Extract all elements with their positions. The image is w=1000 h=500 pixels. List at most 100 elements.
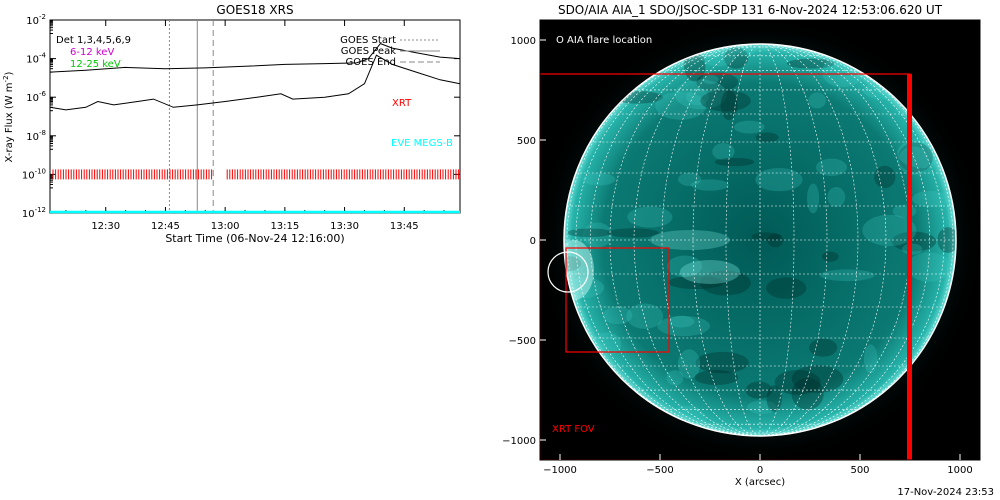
goes-y-tick-exponent: -6	[39, 90, 47, 98]
dark-region	[874, 165, 896, 189]
bright-region	[678, 172, 702, 186]
goes-x-tick-label: 12:30	[91, 221, 120, 232]
aia-y-tick-label: −1000	[502, 436, 536, 447]
goes-x-axis-label: Start Time (06-Nov-24 12:16:00)	[165, 232, 344, 245]
dark-region	[694, 370, 739, 386]
dark-region	[714, 157, 755, 167]
energy-band-2-label: 12-25 keV	[70, 59, 121, 70]
dark-region	[724, 47, 749, 69]
bright-region	[582, 222, 613, 248]
dark-region	[695, 351, 749, 374]
grid-longitude-line	[575, 44, 761, 436]
energy-band-1-label: 6-12 keV	[70, 47, 114, 58]
grid-longitude-line	[609, 44, 761, 436]
bright-region	[863, 344, 878, 374]
bright-region	[819, 269, 875, 282]
bright-region	[655, 91, 707, 120]
grid-longitude-line	[725, 44, 761, 436]
flare-location-marker	[547, 251, 589, 293]
bright-region	[627, 206, 673, 228]
grid-longitude-line	[692, 44, 761, 436]
bright-region	[690, 179, 729, 191]
solar-disk-texture	[564, 44, 956, 435]
aia-y-tick-label: −500	[509, 336, 536, 347]
bright-region	[667, 315, 695, 328]
bright-region	[666, 370, 684, 386]
solar-limb	[563, 43, 957, 437]
aia-y-tick-label: 0	[530, 236, 536, 247]
dark-region	[755, 132, 779, 143]
dark-region	[700, 89, 751, 112]
grid-longitude-line	[633, 44, 761, 436]
grid-longitude-line	[566, 44, 761, 436]
bright-region	[911, 190, 950, 208]
aia-x-axis-label: X (arcsec)	[735, 477, 785, 488]
dark-region	[668, 275, 724, 290]
bright-region	[603, 306, 633, 325]
grid-longitude-line	[759, 44, 931, 436]
bright-region	[686, 88, 709, 106]
dark-region	[720, 90, 738, 121]
dark-region	[891, 231, 937, 252]
goes-y-tick-mantissa: 10	[26, 93, 39, 104]
legend-goes-start: GOES Start	[340, 35, 396, 46]
dark-region	[696, 72, 739, 92]
dark-region	[898, 142, 933, 173]
goes-y-tick-label: 10-2	[26, 13, 46, 27]
dark-region	[700, 270, 751, 296]
dark-region	[567, 228, 613, 238]
goes-y-tick-label: 10-12	[22, 206, 46, 220]
goes-x-tick-label: 12:45	[151, 221, 180, 232]
bright-region	[702, 74, 719, 85]
goes-bands	[50, 169, 460, 214]
goes-event-markers	[168, 20, 214, 213]
dark-region	[786, 58, 835, 69]
grid-longitude-line	[589, 44, 761, 436]
goes-y-tick-mantissa: 10	[22, 170, 35, 181]
bright-region	[733, 120, 765, 134]
aia-x-tick-label: 1000	[947, 465, 972, 476]
dark-region	[791, 377, 824, 410]
goes-y-tick-mantissa: 10	[26, 132, 39, 143]
grid-longitude-line	[759, 44, 887, 436]
goes-y-axis-label: X-ray Flux (W m-2)	[2, 71, 15, 162]
dark-region	[774, 369, 821, 395]
bright-region	[862, 214, 917, 247]
goes-y-tick-mantissa: 10	[26, 16, 39, 27]
bright-region	[674, 79, 727, 110]
bright-region	[827, 187, 846, 207]
bright-region	[678, 349, 701, 379]
aia-y-tick-label: 1000	[511, 36, 536, 47]
goes-series-lower	[49, 54, 461, 111]
grid-longitude-line	[661, 44, 761, 436]
flare-brightening	[564, 240, 594, 300]
goes-y-tick-exponent: -8	[39, 129, 46, 137]
aia-x-tick-label: 0	[757, 465, 763, 476]
grid-longitude-line	[759, 44, 945, 436]
footer-timestamp: 17-Nov-2024 23:53	[897, 487, 994, 498]
xrt-fov-edge-bar	[907, 74, 912, 460]
bright-region	[667, 255, 703, 278]
aia-panel: SDO/AIA AIA_1 SDO/JSOC-SDP 131 6-Nov-202…	[502, 3, 981, 488]
goes-y-tick-label: 10-10	[22, 167, 46, 181]
bright-region	[815, 158, 848, 177]
bright-region	[808, 92, 826, 109]
goes-y-tick-label: 10-6	[26, 90, 46, 104]
goes-y-axis-label-sup: -2	[2, 75, 10, 82]
dark-region	[606, 228, 659, 238]
dark-region	[767, 233, 784, 248]
goes-y-tick-exponent: -10	[35, 167, 46, 175]
goes-y-tick-label: 10-8	[26, 129, 46, 143]
grid-longitude-line	[759, 44, 954, 436]
grid-longitude-line	[759, 44, 828, 436]
heliographic-grid	[564, 44, 956, 436]
bright-region	[657, 315, 711, 337]
goes-y-tick-label: 10-4	[26, 52, 46, 66]
dark-region	[809, 338, 838, 357]
grid-longitude-line	[759, 44, 859, 436]
bright-region	[747, 400, 777, 415]
aia-x-ticks: −1000 −500 0 500 1000	[543, 454, 973, 476]
aia-legend-label: O AIA flare location	[556, 35, 652, 46]
